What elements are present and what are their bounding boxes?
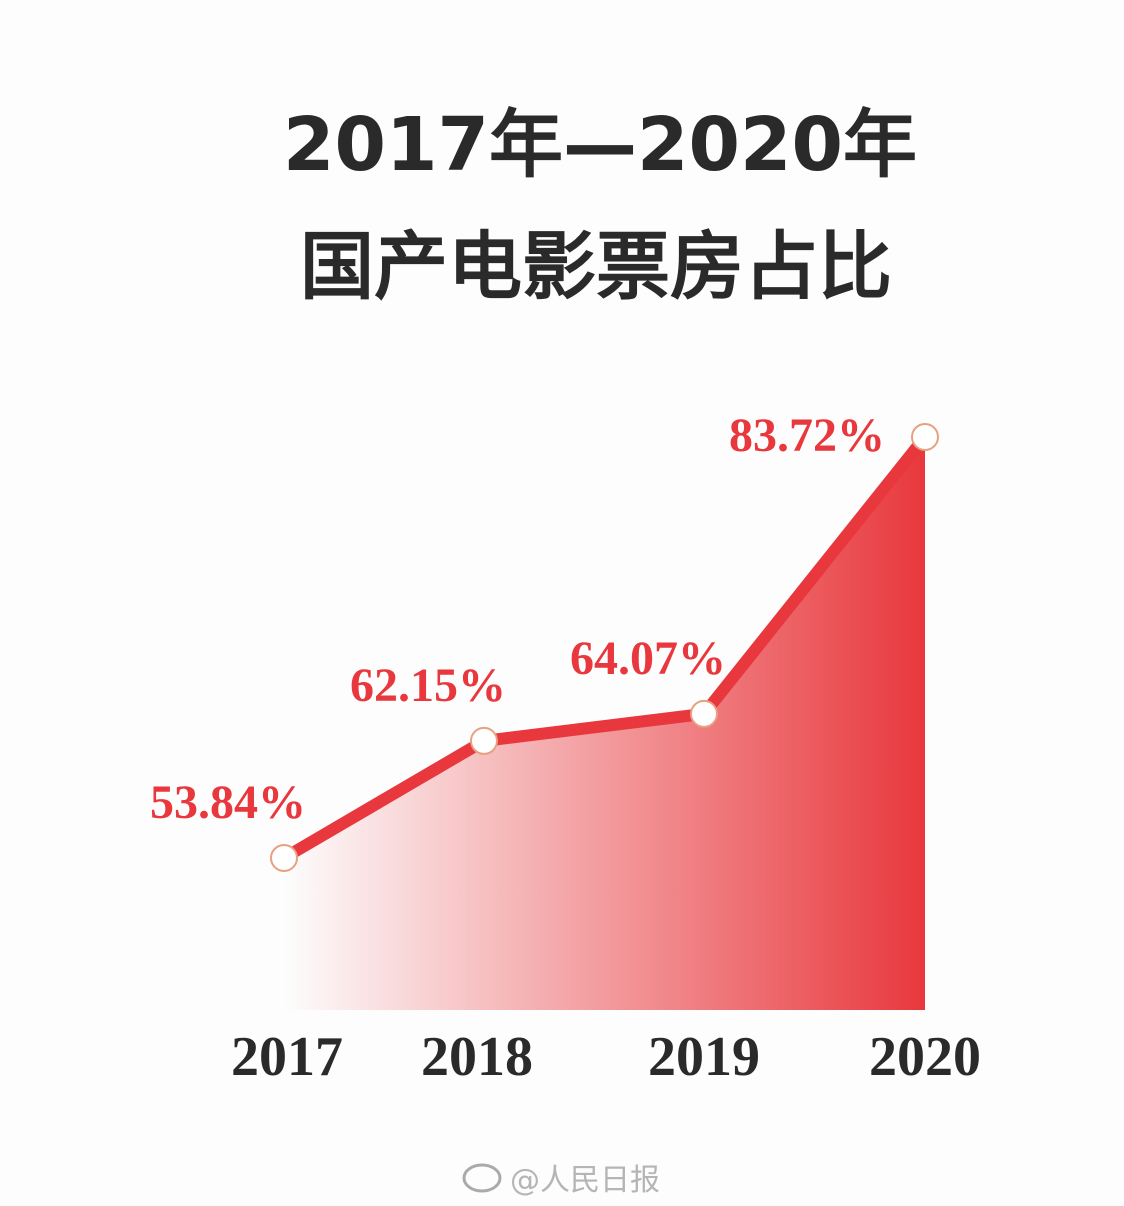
- point: [270, 844, 298, 872]
- data-label: 53.84%: [150, 776, 306, 829]
- line: [280, 433, 930, 864]
- x-tick-label: 2017: [231, 1026, 343, 1088]
- x-tick-label: 2020: [869, 1026, 981, 1088]
- data-label: 83.72%: [729, 409, 885, 462]
- data-label: 62.15%: [350, 659, 506, 712]
- watermark-icon: [462, 1163, 502, 1193]
- point: [911, 423, 939, 451]
- plot-area: 53.84% 62.15% 64.07% 83.72% 2017 2018 2019 2020: [150, 409, 981, 1088]
- point: [690, 699, 718, 728]
- x-tick-label: 2018: [421, 1026, 533, 1088]
- chart-subtitle: 国产电影票房占比: [300, 224, 892, 310]
- x-tick-label: 2019: [648, 1026, 760, 1088]
- data-label: 64.07%: [570, 632, 726, 685]
- watermark: @人民日报: [510, 1163, 660, 1198]
- chart-title: 2017年—2020年: [283, 102, 917, 188]
- area: [284, 437, 925, 1010]
- point: [470, 726, 498, 755]
